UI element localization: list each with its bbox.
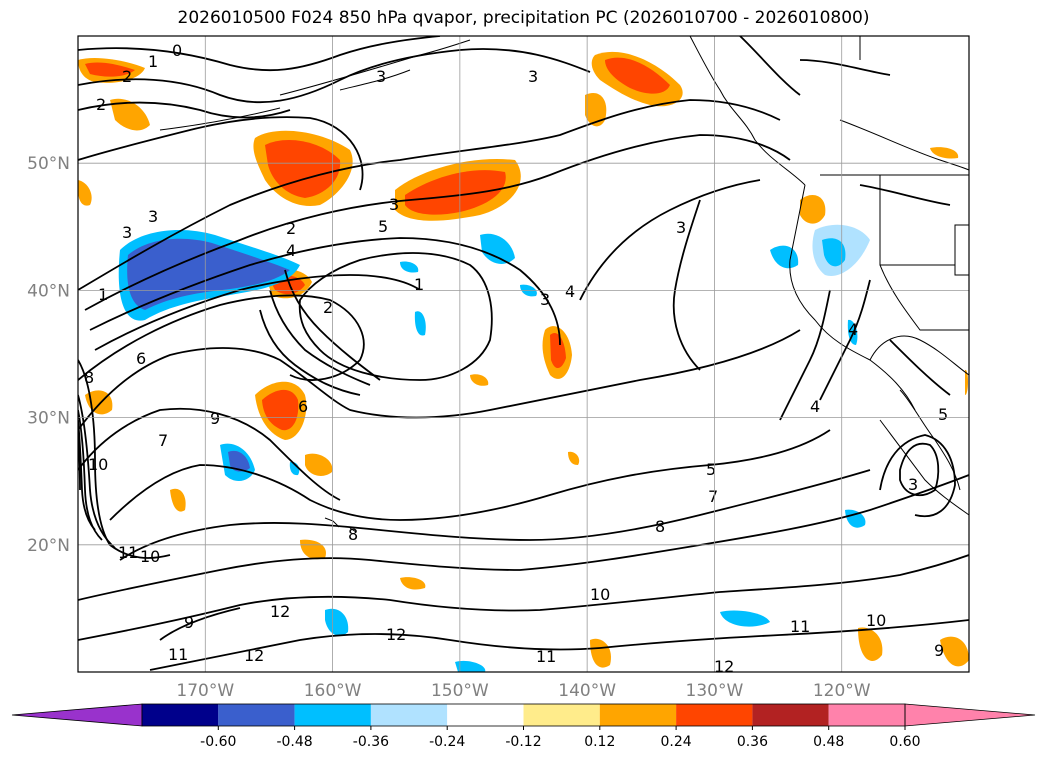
contour-label: 12	[270, 602, 290, 621]
contour-label: 3	[122, 223, 132, 242]
contour-label: 1	[414, 275, 424, 294]
lat-label: 50°N	[27, 154, 70, 174]
map-title: 2026010500 F024 850 hPa qvapor, precipit…	[177, 8, 870, 28]
lon-label: 120°W	[813, 681, 871, 701]
contour-label: 11	[790, 617, 810, 636]
colorbar-bin	[676, 704, 753, 726]
colorbar-extend-high	[904, 703, 1036, 727]
contour-label: 3	[540, 290, 550, 309]
colorbar-tick-label: 0.24	[661, 734, 692, 750]
contour-label: 3	[389, 195, 399, 214]
contour-label: 10	[88, 455, 108, 474]
colorbar-tick-label: 0.60	[889, 734, 920, 750]
colorbar	[11, 703, 1036, 727]
contour-label: 11	[536, 647, 556, 666]
colorbar-bin	[370, 704, 448, 726]
lon-label: 170°W	[176, 681, 234, 701]
colorbar-ticks: -0.60 -0.48 -0.36 -0.24 -0.12 0.12 0.24 0.36 0.4…	[200, 726, 921, 750]
contour-label: 9	[210, 409, 220, 428]
longitude-labels: 170°W 160°W 150°W 140°W 130°W 120°W	[176, 681, 870, 701]
colorbar-tick-label: 0.36	[737, 734, 768, 750]
colorbar-bin	[142, 704, 219, 726]
colorbar-bin	[523, 704, 600, 726]
coastlines	[159, 36, 969, 533]
contour-label: 6	[136, 349, 146, 368]
map-frame	[77, 35, 970, 673]
colorbar-bin	[294, 704, 371, 726]
contour-label: 12	[244, 646, 264, 665]
contour-label: 2	[96, 95, 106, 114]
contour-label: 0	[172, 41, 182, 60]
colorbar-bin	[447, 704, 524, 726]
contour-label: 7	[158, 431, 168, 450]
contour-label: 5	[378, 217, 388, 236]
contour-label: 4	[286, 241, 296, 260]
colorbar-tick-label: -0.60	[200, 734, 236, 750]
contour-label: 8	[348, 525, 358, 544]
contour-label: 11	[168, 645, 188, 664]
contour-label: 1	[98, 285, 108, 304]
contour-label: 6	[298, 397, 308, 416]
colorbar-tick-label: -0.48	[276, 734, 312, 750]
contour-label: 2	[286, 219, 296, 238]
contour-label: 12	[386, 625, 406, 644]
contour-label: 8	[655, 517, 665, 536]
contour-label: 9	[184, 613, 194, 632]
gridlines	[78, 36, 969, 672]
colorbar-tick-label: -0.24	[429, 734, 465, 750]
contour-label: 9	[934, 641, 944, 660]
contour-label: 10	[140, 547, 160, 566]
colorbar-bin	[828, 704, 905, 726]
contour-label: 4	[848, 320, 858, 339]
lat-label: 20°N	[27, 536, 70, 556]
latitude-labels: 50°N 40°N 30°N 20°N	[27, 154, 70, 556]
colorbar-bin	[599, 704, 677, 726]
contour-label: 3	[676, 218, 686, 237]
colorbar-tick-label: 0.12	[584, 734, 615, 750]
colorbar-tick-label: -0.36	[353, 734, 389, 750]
lat-label: 40°N	[27, 281, 70, 301]
lon-label: 160°W	[304, 681, 362, 701]
contour-labels: 0 1 2 2 2 3 3 3 3 3 4 5 1 2 3 4 3 4 5 6 …	[84, 41, 948, 676]
colorbar-bin	[752, 704, 829, 726]
contour-label: 3	[528, 67, 538, 86]
contour-label: 4	[810, 397, 820, 416]
contour-label: 3	[148, 207, 158, 226]
lon-label: 140°W	[558, 681, 616, 701]
lon-label: 150°W	[431, 681, 489, 701]
lat-label: 30°N	[27, 409, 70, 429]
contour-label: 12	[714, 657, 734, 676]
contour-label: 10	[590, 585, 610, 604]
contour-label: 3	[908, 475, 918, 494]
contour-label: 1	[148, 52, 158, 71]
colorbar-tick-label: -0.12	[505, 734, 541, 750]
lon-label: 130°W	[686, 681, 744, 701]
contour-label: 4	[565, 282, 575, 301]
precipitation-shading	[78, 51, 969, 672]
colorbar-extend-low	[11, 703, 143, 727]
colorbar-bin	[218, 704, 295, 726]
contour-label: 3	[376, 67, 386, 86]
contour-label: 8	[84, 368, 94, 387]
contour-label: 5	[706, 460, 716, 479]
contour-label: 2	[122, 67, 132, 86]
contour-label: 5	[938, 405, 948, 424]
contour-label: 2	[323, 298, 333, 317]
qvapor-contours	[78, 36, 969, 671]
contour-label: 11	[118, 543, 138, 562]
colorbar-tick-label: 0.48	[813, 734, 844, 750]
contour-label: 10	[866, 611, 886, 630]
contour-label: 7	[708, 487, 718, 506]
